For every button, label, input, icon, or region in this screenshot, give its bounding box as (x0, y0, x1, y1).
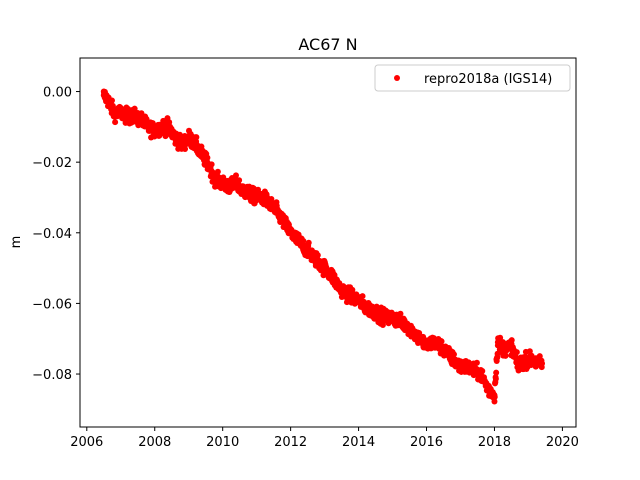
data-point (193, 134, 200, 141)
points-layer (100, 88, 546, 405)
data-point (214, 168, 221, 175)
data-point (438, 338, 445, 345)
x-tick-label: 2006 (70, 435, 103, 450)
data-point (538, 364, 545, 371)
x-tick-label: 2010 (206, 435, 239, 450)
data-point (513, 349, 520, 356)
data-point (305, 239, 312, 246)
data-point (166, 119, 173, 126)
data-point (397, 310, 404, 317)
data-point (479, 367, 486, 374)
legend-label: repro2018a (IGS14) (424, 72, 552, 87)
y-tick-label: −0.04 (32, 227, 72, 242)
x-axis-ticks: 2006 2008 2010 2012 2014 2016 2018 2020 (70, 427, 579, 450)
chart-title: AC67 N (298, 35, 357, 54)
plot-frame (79, 57, 577, 428)
x-tick-label: 2018 (478, 435, 511, 450)
legend-marker (394, 75, 400, 81)
x-tick-label: 2020 (546, 435, 579, 450)
x-tick-label: 2014 (342, 435, 375, 450)
data-point (108, 97, 115, 104)
data-point (359, 293, 366, 300)
data-point (497, 334, 504, 341)
data-point (538, 357, 545, 364)
y-tick-label: −0.06 (32, 297, 72, 312)
data-point (450, 351, 457, 358)
data-point (473, 359, 480, 366)
data-point (208, 161, 215, 168)
y-axis-label: m (9, 236, 24, 249)
y-tick-label: −0.08 (32, 368, 72, 383)
data-point (349, 286, 356, 293)
data-point (204, 154, 211, 161)
data-point (508, 337, 515, 344)
data-point (491, 398, 498, 405)
data-point (493, 369, 500, 376)
plot-area (80, 58, 576, 427)
legend: repro2018a (IGS14) (374, 64, 571, 92)
data-point (131, 105, 138, 112)
data-point (300, 238, 307, 244)
legend-box (374, 64, 571, 92)
data-point (236, 177, 243, 184)
data-point (112, 119, 119, 126)
x-tick-label: 2016 (410, 435, 443, 450)
x-tick-label: 2012 (274, 435, 307, 450)
y-tick-label: −0.02 (32, 156, 72, 171)
data-point (314, 252, 321, 259)
x-tick-label: 2008 (138, 435, 171, 450)
data-point (502, 352, 509, 359)
y-axis-ticks: 0.00 −0.02 −0.04 −0.06 −0.08 (32, 86, 80, 383)
data-point (491, 393, 498, 400)
y-tick-label: 0.00 (43, 86, 72, 101)
data-point (232, 172, 239, 179)
data-point (492, 375, 499, 382)
